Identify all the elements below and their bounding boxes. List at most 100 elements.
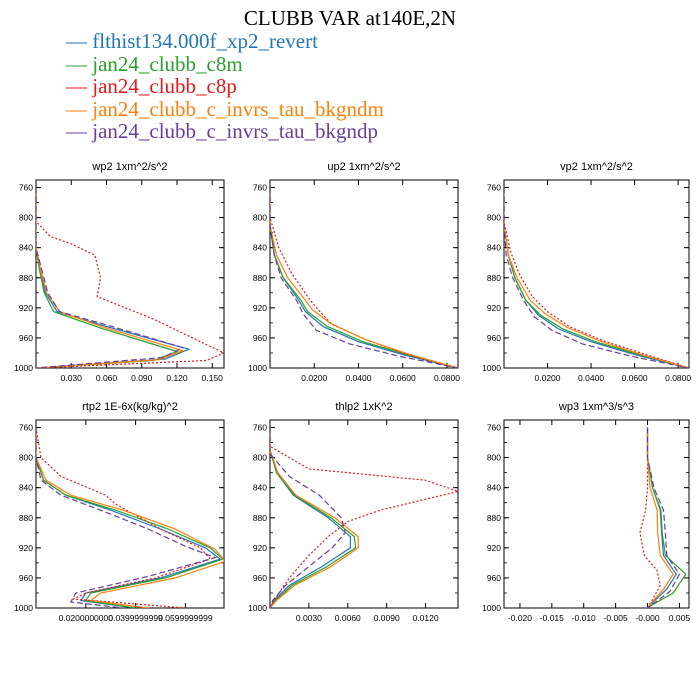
series-line bbox=[270, 187, 458, 368]
panel-title: wp3 1xm^3/s^3 bbox=[558, 401, 634, 413]
y-tick-label: 1000 bbox=[482, 603, 501, 613]
series-line bbox=[270, 187, 458, 368]
panel-frame bbox=[269, 419, 459, 609]
x-tick-label: 0.0800 bbox=[434, 373, 460, 383]
y-tick-label: 1000 bbox=[14, 603, 33, 613]
y-tick-label: 760 bbox=[487, 423, 501, 433]
y-tick-label: 960 bbox=[19, 573, 33, 583]
series-line bbox=[36, 427, 224, 608]
y-tick-label: 1000 bbox=[248, 363, 267, 373]
series-line bbox=[36, 427, 212, 608]
series-line bbox=[36, 427, 218, 608]
x-tick-label: 0.150 bbox=[202, 373, 224, 383]
panel-title: thlp2 1xK^2 bbox=[335, 401, 392, 413]
panel-frame bbox=[503, 179, 690, 369]
legend-entry: — jan24_clubb_c_invrs_tau_bkgndp bbox=[66, 119, 379, 143]
y-tick-label: 880 bbox=[253, 513, 267, 523]
series-line bbox=[270, 187, 458, 368]
y-tick-label: 880 bbox=[487, 273, 501, 283]
x-tick-label: -0.010 bbox=[572, 613, 596, 623]
y-tick-label: 960 bbox=[253, 333, 267, 343]
panel-title: up2 1xm^2/s^2 bbox=[327, 161, 400, 173]
x-tick-label: 0.090 bbox=[131, 373, 153, 383]
series-line bbox=[646, 427, 674, 608]
series-line bbox=[646, 427, 681, 608]
series-line bbox=[36, 187, 179, 368]
x-tick-label: 0.0120 bbox=[413, 613, 439, 623]
x-tick-label: 0.060 bbox=[96, 373, 118, 383]
x-tick-label: 0.120 bbox=[166, 373, 188, 383]
x-tick-label: 0.0400 bbox=[578, 373, 604, 383]
y-tick-label: 920 bbox=[487, 543, 501, 553]
series-line bbox=[270, 187, 458, 368]
x-tick-label: 0.0090 bbox=[374, 613, 400, 623]
x-tick-label: -0.005 bbox=[604, 613, 628, 623]
series-line bbox=[270, 427, 359, 608]
x-tick-label: 0.0599999999 bbox=[158, 613, 213, 623]
y-tick-label: 880 bbox=[487, 513, 501, 523]
panel-title: vp2 1xm^2/s^2 bbox=[560, 161, 633, 173]
legend-entry: — flthist134.000f_xp2_revert bbox=[66, 29, 318, 53]
y-tick-label: 800 bbox=[19, 213, 33, 223]
x-tick-label: 0.0200000000 bbox=[59, 613, 114, 623]
y-tick-label: 920 bbox=[253, 303, 267, 313]
legend-entry: — jan24_clubb_c8p bbox=[66, 74, 237, 98]
series-line bbox=[504, 187, 689, 368]
series-line bbox=[270, 427, 351, 608]
x-tick-label: 0.030 bbox=[61, 373, 83, 383]
legend-entry: — jan24_clubb_c_invrs_tau_bkgndm bbox=[66, 96, 384, 121]
y-tick-label: 840 bbox=[487, 243, 501, 253]
series-line bbox=[504, 187, 689, 368]
page-title: CLUBB VAR at140E,2N bbox=[243, 6, 457, 30]
panel-frame bbox=[503, 419, 690, 609]
y-tick-label: 920 bbox=[487, 303, 501, 313]
series-line bbox=[36, 427, 224, 608]
panel-title: wp2 1xm^2/s^2 bbox=[91, 161, 167, 173]
y-tick-label: 840 bbox=[253, 243, 267, 253]
y-tick-label: 760 bbox=[253, 183, 267, 193]
y-tick-label: 920 bbox=[253, 543, 267, 553]
y-tick-label: 840 bbox=[19, 483, 33, 493]
x-tick-label: 0.0400 bbox=[345, 373, 371, 383]
y-tick-label: 760 bbox=[19, 423, 33, 433]
y-tick-label: 840 bbox=[487, 483, 501, 493]
y-tick-label: 1000 bbox=[14, 363, 33, 373]
y-tick-label: 960 bbox=[19, 333, 33, 343]
panel-frame bbox=[35, 419, 225, 609]
x-tick-label: 0.0030 bbox=[296, 613, 322, 623]
x-tick-label: 0.0200 bbox=[301, 373, 327, 383]
panel: vp2 1xm^2/s^2 760 800 840 880 920 960 1000 0.020… bbox=[482, 161, 691, 383]
y-tick-label: 800 bbox=[487, 213, 501, 223]
y-tick-label: 840 bbox=[253, 483, 267, 493]
y-tick-label: 880 bbox=[19, 513, 33, 523]
y-tick-label: 1000 bbox=[248, 603, 267, 613]
panel-title: rtp2 1E-6x(kg/kg)^2 bbox=[82, 401, 178, 413]
series-line bbox=[270, 427, 357, 608]
series-line bbox=[504, 187, 689, 368]
panel: up2 1xm^2/s^2 760 800 840 880 920 960 1000 0.020… bbox=[248, 161, 460, 383]
y-tick-label: 920 bbox=[19, 543, 33, 553]
x-tick-label: 0.0600 bbox=[390, 373, 416, 383]
y-tick-label: 960 bbox=[487, 573, 501, 583]
series-line bbox=[36, 187, 191, 368]
y-tick-label: 880 bbox=[19, 273, 33, 283]
x-tick-label: -0.015 bbox=[540, 613, 564, 623]
panel: wp3 1xm^3/s^3 760 800 840 880 920 960 1000 -0.02… bbox=[482, 401, 690, 623]
series-line bbox=[270, 187, 458, 368]
series-line bbox=[270, 427, 458, 608]
panel: thlp2 1xK^2 760 800 840 880 920 960 1000 0.0030 0… bbox=[248, 401, 459, 623]
x-tick-label: -0.020 bbox=[508, 613, 532, 623]
x-tick-label: -0.000 bbox=[635, 613, 659, 623]
y-tick-label: 800 bbox=[19, 453, 33, 463]
panel: rtp2 1E-6x(kg/kg)^2 760 800 840 880 920 960 100… bbox=[14, 401, 225, 623]
legend-entry: — jan24_clubb_c8m bbox=[66, 51, 243, 76]
panel-frame bbox=[269, 179, 459, 369]
series-line bbox=[36, 187, 185, 368]
panel: wp2 1xm^2/s^2 760 800 840 880 920 960 1000 0.030… bbox=[14, 161, 225, 383]
y-tick-label: 800 bbox=[253, 453, 267, 463]
x-tick-label: 0.0800 bbox=[665, 373, 691, 383]
x-tick-label: 0.0200 bbox=[535, 373, 561, 383]
y-tick-label: 760 bbox=[487, 183, 501, 193]
series-line bbox=[639, 427, 661, 608]
